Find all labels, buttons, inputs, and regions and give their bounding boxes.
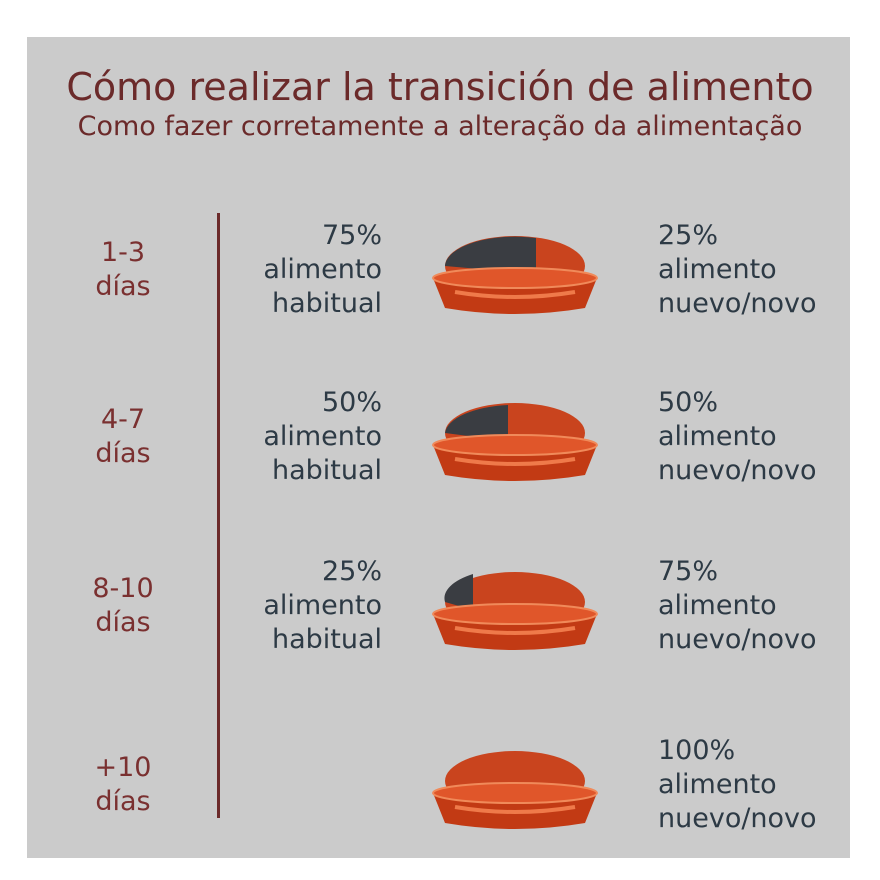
period-label: 4-7 [100, 404, 146, 435]
period-label: días [95, 438, 151, 469]
current-line: alimento [263, 421, 382, 452]
bowl-part [454, 805, 576, 814]
new-line: alimento [658, 254, 777, 285]
title: Cómo realizar la transición de alimento [66, 65, 814, 109]
period-label: días [95, 271, 151, 302]
current-line: 25% [321, 556, 382, 587]
current-line: alimento [263, 590, 382, 621]
new-line: 75% [658, 556, 719, 587]
new-line: nuevo/novo [658, 288, 817, 319]
kibble-pile [432, 603, 598, 625]
kibble-pile [432, 782, 598, 804]
current-line: 50% [321, 387, 382, 418]
new-line: alimento [658, 421, 777, 452]
period-label: +10 [94, 752, 152, 783]
bowl-part [444, 574, 473, 610]
current-line: habitual [271, 288, 382, 319]
subtitle: Como fazer corretamente a alteração da a… [77, 111, 803, 142]
new-line: 100% [658, 735, 736, 766]
current-line: habitual [271, 455, 382, 486]
new-line: nuevo/novo [658, 624, 817, 655]
bowl-part [445, 405, 508, 441]
bowl-part [445, 236, 536, 274]
kibble-pile [432, 434, 598, 456]
new-line: nuevo/novo [658, 803, 817, 834]
period-label: 8-10 [92, 573, 154, 604]
period-label: 1-3 [100, 237, 146, 268]
current-line: alimento [263, 254, 382, 285]
bowl-part [454, 626, 576, 635]
new-line: 50% [658, 387, 719, 418]
new-line: alimento [658, 590, 777, 621]
period-label: días [95, 786, 151, 817]
divider [217, 213, 220, 818]
new-line: alimento [658, 769, 777, 800]
new-line: 25% [658, 220, 719, 251]
kibble-pile [432, 267, 598, 289]
new-line: nuevo/novo [658, 455, 817, 486]
current-line: habitual [271, 624, 382, 655]
bowl-part [454, 457, 576, 466]
period-label: días [95, 607, 151, 638]
bowl-part [454, 290, 576, 299]
current-line: 75% [321, 220, 382, 251]
